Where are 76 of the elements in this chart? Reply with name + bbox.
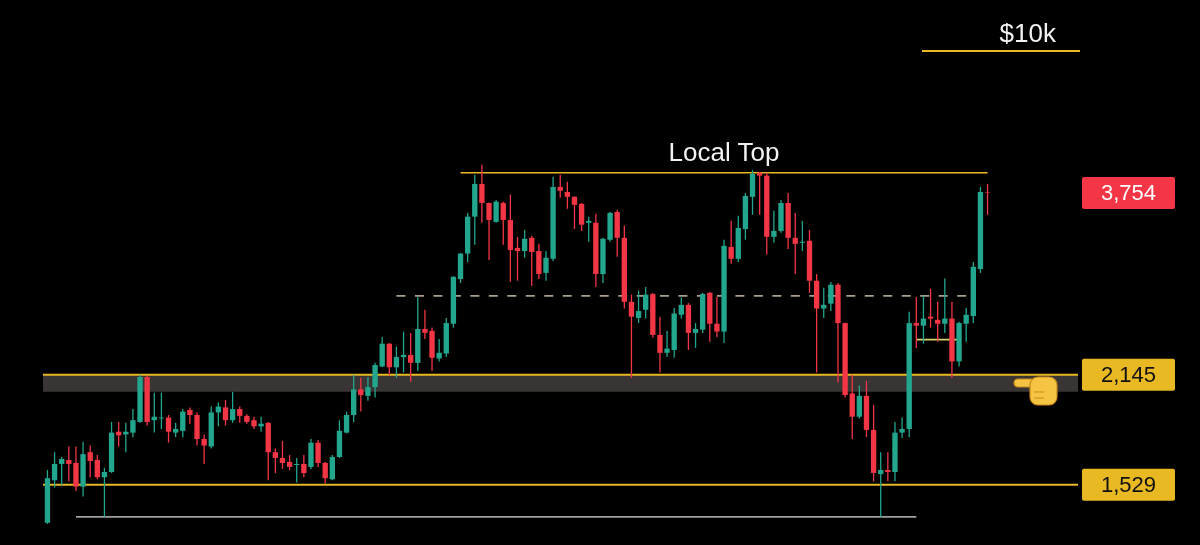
candlestick [628, 294, 635, 379]
candlestick [799, 220, 806, 252]
candlestick [913, 296, 919, 349]
candlestick [386, 342, 392, 377]
candlestick [564, 181, 571, 210]
candlestick [165, 414, 172, 444]
candlestick [436, 338, 442, 363]
candlestick [180, 408, 186, 438]
candlestick [657, 316, 663, 374]
candlestick [714, 296, 720, 338]
candlestick [408, 332, 414, 383]
candlestick [586, 216, 592, 243]
candlestick [365, 376, 371, 402]
candlestick [521, 229, 528, 259]
candlestick [229, 391, 236, 424]
candlestick [479, 164, 485, 224]
candlestick [393, 345, 400, 379]
candlestick [66, 445, 72, 482]
candlestick [899, 416, 905, 439]
candlestick [728, 220, 734, 265]
candlestick [920, 295, 927, 345]
candlestick [329, 454, 335, 481]
candlestick [643, 286, 649, 320]
candlestick [486, 201, 492, 261]
y-tick-label: 3,754 [1100, 180, 1157, 206]
candlestick [187, 406, 193, 425]
candlestick [849, 374, 855, 440]
candlestick [372, 362, 378, 399]
candlestick [821, 286, 827, 319]
y-tick-label: 2,145 [1100, 362, 1157, 388]
candlestick [935, 301, 941, 343]
candlestick [578, 202, 585, 232]
candlestick [500, 201, 506, 246]
candlestick [400, 330, 407, 374]
candlestick [315, 439, 321, 468]
candlestick [59, 456, 65, 487]
candlestick [94, 454, 100, 480]
candlestick [756, 171, 763, 216]
candlestick [749, 169, 756, 216]
candlestick [294, 457, 300, 484]
candlestick [571, 195, 578, 230]
candlestick [51, 451, 58, 489]
candlestick [73, 445, 79, 492]
candlestick [493, 199, 499, 224]
candlestick [529, 235, 535, 287]
candlestick [379, 336, 385, 368]
candlestick [885, 451, 891, 482]
candlestick [358, 377, 364, 413]
candlestick [635, 289, 642, 324]
y-tick-label: 1,529 [1100, 472, 1157, 498]
candlestick [984, 183, 991, 216]
candlestick [828, 281, 834, 312]
candlestick [201, 433, 207, 465]
candlestick [792, 212, 798, 275]
candlestick [878, 451, 884, 518]
candlestick [536, 243, 542, 280]
candlestick [514, 236, 521, 282]
candlestick [963, 307, 969, 343]
candlestick [222, 399, 229, 427]
candlestick [771, 210, 777, 244]
candlestick [343, 410, 350, 435]
candlestick [557, 174, 563, 199]
candlestick [927, 288, 934, 329]
candlestick [678, 296, 684, 320]
candlestick [279, 440, 286, 470]
candlestick [301, 454, 307, 478]
candlestick [87, 444, 93, 478]
candlestick [322, 461, 328, 485]
candlestick [272, 447, 279, 474]
candlestick [692, 322, 699, 349]
candlestick [101, 467, 108, 518]
candlestick [664, 330, 670, 358]
text: $10k [922, 16, 1080, 52]
candlestick [856, 384, 863, 420]
candlestick [942, 277, 948, 334]
annotation: Local Top [668, 136, 780, 167]
